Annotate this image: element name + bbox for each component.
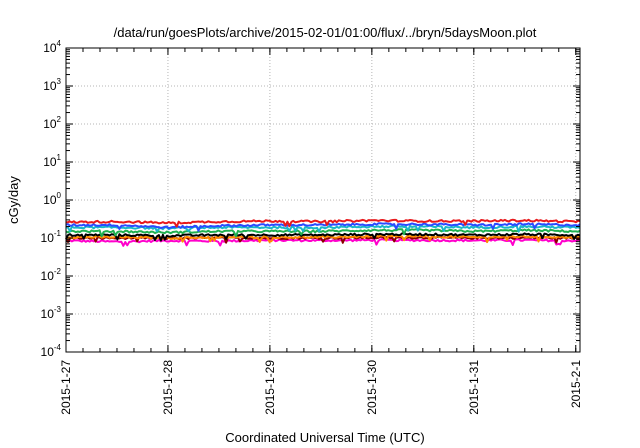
plot-frame	[65, 47, 581, 353]
series-line	[65, 228, 581, 238]
x-tick-label: 2015-1-29	[263, 360, 277, 415]
y-axis-label: cGy/day	[6, 176, 21, 224]
y-tick-label: 10-3	[41, 305, 62, 321]
y-tick-label: 100	[43, 191, 61, 207]
y-tick-labels: 10-4 10-3 10-2 10-1 100 101 102 103 104	[41, 39, 62, 359]
y-tick-label: 104	[43, 39, 61, 55]
x-tick-label: 2015-1-28	[161, 360, 175, 415]
y-tick-label: 101	[43, 153, 61, 169]
x-tick-label: 2015-1-31	[467, 360, 481, 415]
y-tick-label: 103	[43, 77, 61, 93]
series-line	[65, 232, 581, 242]
y-tick-label: 10-4	[41, 343, 62, 359]
x-axis-label: Coordinated Universal Time (UTC)	[225, 430, 424, 445]
axis-ticks	[65, 47, 580, 353]
series-line	[65, 222, 581, 232]
x-tick-label: 2015-1-30	[365, 360, 379, 415]
x-tick-labels: 2015-1-27 2015-1-28 2015-1-29 2015-1-30 2015…	[59, 360, 583, 415]
series-lines	[65, 218, 581, 247]
chart-title: /data/run/goesPlots/archive/2015-02-01/0…	[114, 25, 537, 40]
grid-lines	[65, 48, 580, 352]
y-tick-label: 10-2	[41, 267, 62, 283]
series-line	[66, 218, 581, 228]
y-tick-label: 102	[43, 115, 61, 131]
series-line	[65, 224, 581, 233]
series-line	[65, 234, 581, 244]
y-tick-label: 10-1	[41, 229, 62, 245]
x-tick-label: 2015-2-1	[569, 360, 583, 408]
x-tick-label: 2015-1-27	[59, 360, 73, 415]
